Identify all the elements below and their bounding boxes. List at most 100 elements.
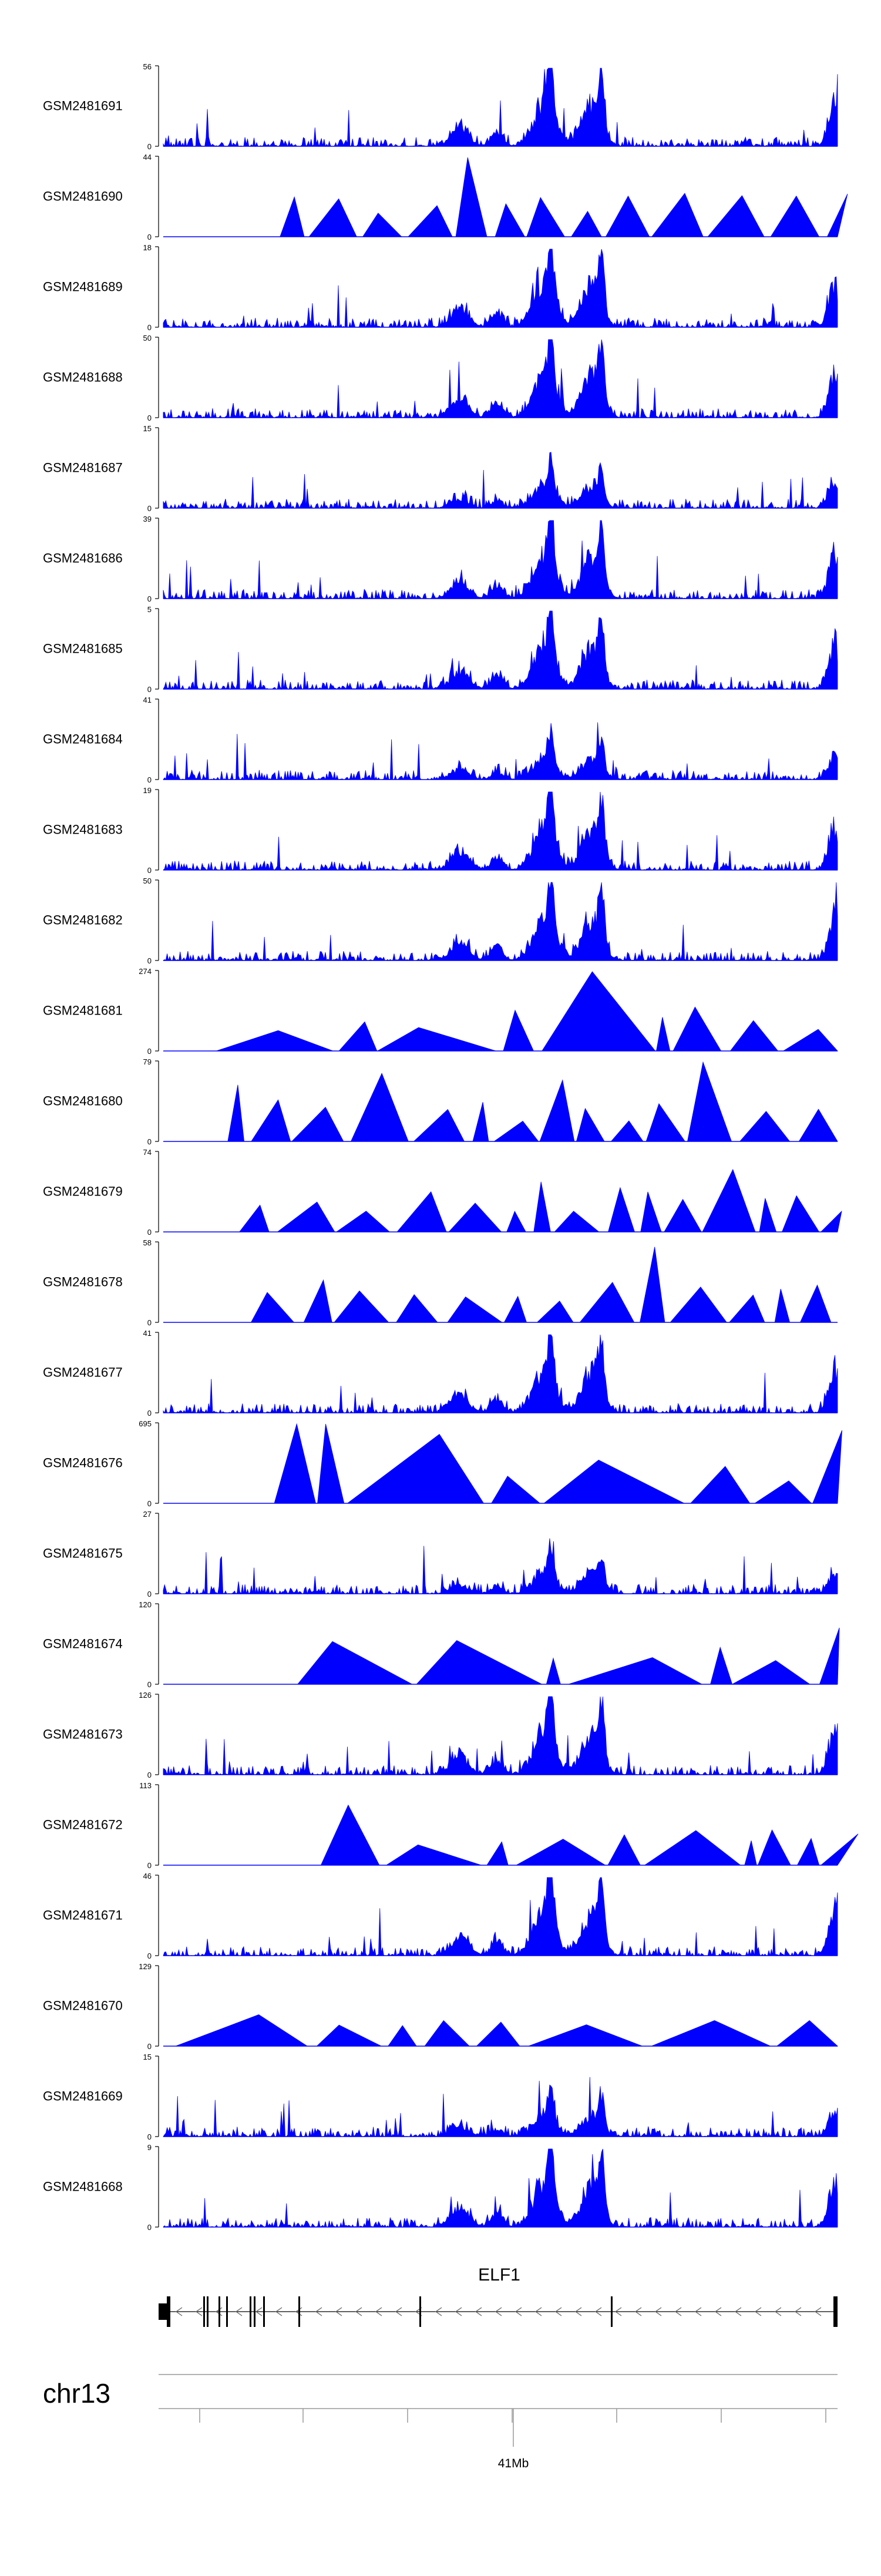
- gene-exon: [167, 2296, 170, 2327]
- y-tick-label-max: 129: [139, 1962, 152, 1971]
- coverage-area: [163, 2077, 838, 2138]
- gene-exon: [159, 2303, 167, 2320]
- y-tick-label-max: 58: [143, 1238, 152, 1247]
- y-tick-label-max: 18: [143, 243, 152, 252]
- track-label: GSM2481686: [43, 551, 123, 566]
- track-label: GSM2481672: [43, 1818, 123, 1832]
- track-label: GSM2481677: [43, 1365, 123, 1380]
- track-label: GSM2481673: [43, 1727, 123, 1742]
- track-GSM2481673: GSM2481673 126 0: [43, 1691, 838, 1779]
- track-label: GSM2481687: [43, 461, 123, 475]
- coverage-area: [163, 452, 838, 509]
- strand-arrow: [694, 2307, 702, 2316]
- strand-arrow: [534, 2307, 542, 2316]
- y-tick-label-max: 695: [139, 1419, 152, 1428]
- strand-arrow: [674, 2307, 682, 2316]
- track-label: GSM2481690: [43, 189, 123, 204]
- track-label: GSM2481671: [43, 1908, 123, 1923]
- y-tick-label-min: 0: [147, 323, 152, 332]
- track-GSM2481675: GSM2481675 27 0: [43, 1510, 838, 1598]
- coverage-area: [163, 68, 838, 147]
- track-GSM2481671: GSM2481671 46 0: [43, 1872, 838, 1960]
- track-label: GSM2481691: [43, 99, 123, 113]
- strand-arrow: [455, 2307, 462, 2316]
- y-tick-label-min: 0: [147, 504, 152, 513]
- strand-arrow: [614, 2307, 622, 2316]
- strand-arrow: [475, 2307, 482, 2316]
- track-label: GSM2481675: [43, 1546, 123, 1561]
- track-GSM2481680: GSM2481680 79 0: [43, 1057, 838, 1146]
- track-GSM2481677: GSM2481677 41 0: [43, 1329, 838, 1418]
- coverage-area: [163, 1877, 838, 1957]
- track-GSM2481682: GSM2481682 50 0: [43, 876, 838, 965]
- track-label: GSM2481679: [43, 1184, 123, 1199]
- y-tick-label-min: 0: [147, 142, 152, 151]
- y-tick-label-max: 39: [143, 515, 152, 523]
- strand-arrow: [375, 2307, 382, 2316]
- coverage-area: [163, 791, 838, 871]
- strand-arrow: [435, 2307, 442, 2316]
- track-GSM2481687: GSM2481687 15 0: [43, 424, 838, 513]
- y-tick-label-max: 9: [147, 2143, 152, 2152]
- coverage-area: [163, 1538, 838, 1595]
- gene-exon: [254, 2296, 255, 2327]
- track-GSM2481691: GSM2481691 56 0: [43, 62, 838, 151]
- y-tick-label-min: 0: [147, 1228, 152, 1237]
- track-label: GSM2481676: [43, 1456, 123, 1470]
- y-tick-label-min: 0: [147, 685, 152, 694]
- y-tick-label-max: 79: [143, 1057, 152, 1066]
- track-label: GSM2481689: [43, 280, 123, 294]
- track-label: GSM2481668: [43, 2179, 123, 2194]
- gene-exon: [207, 2296, 209, 2327]
- gene-name-label: ELF1: [478, 2265, 520, 2285]
- track-label: GSM2481683: [43, 822, 123, 837]
- chromosome-label: chr13: [43, 2378, 110, 2409]
- coverage-area: [163, 2148, 838, 2228]
- y-tick-label-min: 0: [147, 866, 152, 875]
- gene-exon: [218, 2296, 220, 2327]
- y-tick-label-max: 113: [139, 1781, 152, 1790]
- strand-arrow: [275, 2307, 283, 2316]
- track-label: GSM2481680: [43, 1094, 123, 1109]
- y-tick-label-min: 0: [147, 1590, 152, 1598]
- coverage-area: [163, 1627, 840, 1685]
- track-GSM2481679: GSM2481679 74 0: [43, 1148, 842, 1237]
- y-tick-label-max: 44: [143, 153, 152, 162]
- gene-exon: [203, 2296, 205, 2327]
- track-label: GSM2481674: [43, 1637, 123, 1651]
- strand-arrow: [774, 2307, 782, 2316]
- coverage-area: [163, 2014, 839, 2047]
- coverage-area: [163, 610, 838, 690]
- coverage-area: [163, 1061, 838, 1142]
- track-GSM2481688: GSM2481688 50 0: [43, 334, 838, 422]
- axis-tick-label: 41Mb: [498, 2457, 529, 2470]
- y-tick-label-max: 56: [143, 62, 152, 71]
- coverage-area: [163, 1804, 859, 1866]
- y-tick-label-max: 120: [139, 1600, 152, 1609]
- strand-arrow: [714, 2307, 722, 2316]
- track-GSM2481674: GSM2481674 120 0: [43, 1600, 840, 1689]
- y-tick-label-min: 0: [147, 2132, 152, 2141]
- coverage-area: [163, 722, 838, 781]
- track-GSM2481681: GSM2481681 274 0: [43, 967, 838, 1056]
- track-GSM2481690: GSM2481690 44 0: [43, 153, 848, 241]
- coverage-area: [163, 1247, 838, 1323]
- track-label: GSM2481669: [43, 2089, 123, 2104]
- gene-exon: [250, 2296, 251, 2327]
- coverage-area: [163, 339, 838, 419]
- strand-arrow: [175, 2307, 183, 2316]
- gene-exon: [833, 2296, 838, 2327]
- strand-arrow: [315, 2307, 322, 2316]
- gene-exon: [298, 2296, 300, 2327]
- y-tick-label-max: 15: [143, 424, 152, 433]
- y-tick-label-min: 0: [147, 1861, 152, 1870]
- strand-arrow: [634, 2307, 642, 2316]
- track-label: GSM2481685: [43, 642, 123, 656]
- track-GSM2481684: GSM2481684 41 0: [43, 696, 838, 784]
- y-tick-label-min: 0: [147, 1137, 152, 1146]
- y-tick-label-max: 50: [143, 334, 152, 342]
- strand-arrow: [515, 2307, 522, 2316]
- y-tick-label-max: 27: [143, 1510, 152, 1519]
